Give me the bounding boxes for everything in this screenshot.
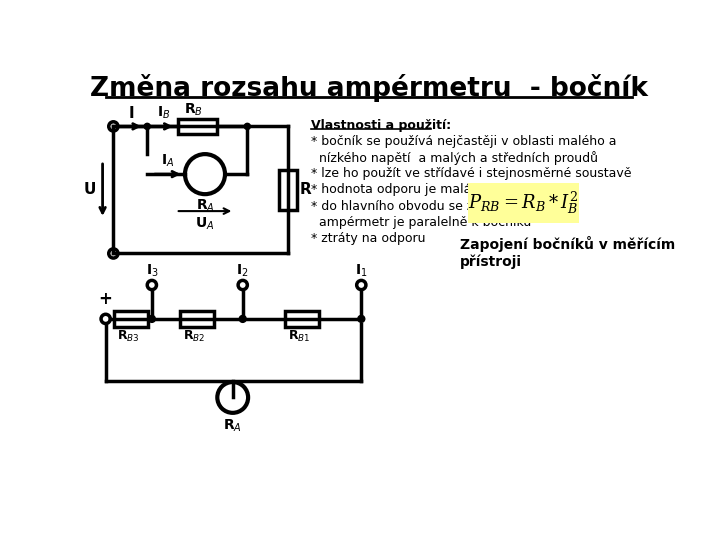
Text: I$_3$: I$_3$ <box>145 262 158 279</box>
Text: * bočník se používá nejčastěji v oblasti malého a: * bočník se používá nejčastěji v oblasti… <box>311 135 617 148</box>
Circle shape <box>144 123 150 130</box>
Text: * ztráty na odporu: * ztráty na odporu <box>311 232 426 245</box>
Bar <box>178 119 217 134</box>
Circle shape <box>244 123 251 130</box>
Text: Zapojení bočníků v měřícím
přístroji: Zapojení bočníků v měřícím přístroji <box>460 236 675 268</box>
Circle shape <box>148 315 156 322</box>
Text: * do hlavního obvodu se zapojuje bočník,: * do hlavního obvodu se zapojuje bočník, <box>311 200 569 213</box>
Text: R$_{B3}$: R$_{B3}$ <box>117 329 140 344</box>
Text: R$_{B1}$: R$_{B1}$ <box>288 329 310 344</box>
Text: I$_1$: I$_1$ <box>355 262 368 279</box>
Text: I$_A$: I$_A$ <box>161 152 174 168</box>
Text: +: + <box>99 290 112 308</box>
Circle shape <box>358 315 365 322</box>
Bar <box>114 311 148 327</box>
Text: nízkého napětí  a malých a středních proudů: nízkého napětí a malých a středních prou… <box>311 151 598 165</box>
Text: Vlastnosti a použití:: Vlastnosti a použití: <box>311 119 451 132</box>
Text: I$_B$: I$_B$ <box>158 105 171 121</box>
Text: R$_{B2}$: R$_{B2}$ <box>184 329 206 344</box>
Bar <box>467 183 579 222</box>
Text: U$_A$: U$_A$ <box>195 215 215 232</box>
Text: ampérmetr je paralelně k bočníku: ampérmetr je paralelně k bočníku <box>311 215 531 229</box>
Bar <box>279 170 297 210</box>
Text: R$_B$: R$_B$ <box>184 102 203 118</box>
Text: I: I <box>129 106 135 121</box>
Text: I$_2$: I$_2$ <box>236 262 249 279</box>
Bar <box>180 311 215 327</box>
Bar <box>285 311 319 327</box>
Text: R$_A$: R$_A$ <box>223 417 242 434</box>
Text: $P_{RB} = R_B * I_B^2$: $P_{RB} = R_B * I_B^2$ <box>468 190 579 216</box>
Text: Změna rozsahu ampérmetru  - bočník: Změna rozsahu ampérmetru - bočník <box>90 74 648 102</box>
Text: U: U <box>84 183 96 198</box>
Circle shape <box>239 315 246 322</box>
Text: R$_A$: R$_A$ <box>196 197 215 214</box>
Text: R: R <box>300 183 312 198</box>
Text: * hodnota odporu je malá – řádově mΩ: * hodnota odporu je malá – řádově mΩ <box>311 184 555 197</box>
Text: * lze ho použít ve střídavé i stejnosměrné soustavě: * lze ho použít ve střídavé i stejnosměr… <box>311 167 631 180</box>
